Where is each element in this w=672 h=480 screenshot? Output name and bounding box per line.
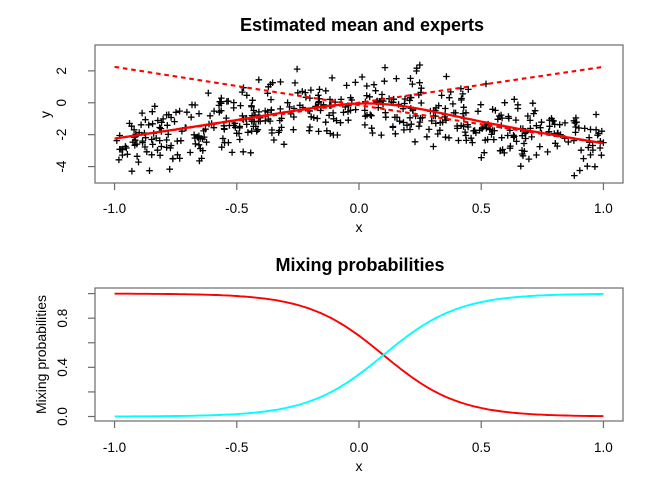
y-tick-label: -2 (54, 129, 69, 141)
gate-expert-1-curve (114, 292, 604, 418)
x-tick-label: -1.0 (103, 201, 126, 216)
bottom-y-axis-label: Mixing probabilities (33, 295, 49, 414)
x-tick-label: -0.5 (225, 440, 248, 455)
bottom-x-axis-label: x (356, 458, 363, 474)
data-layer (114, 292, 604, 418)
top-x-axis-label: x (356, 219, 363, 235)
y-tick-label: 0 (54, 99, 69, 107)
plot-box (94, 287, 624, 422)
scatter-points (113, 61, 607, 179)
x-tick-label: 0.0 (350, 440, 369, 455)
x-tick-label: 1.0 (594, 201, 613, 216)
panel-estimated-mean: -1.0 -0.5 0.0 0.5 1.0 -4 -2 0 2 Estimated mean a… (37, 15, 624, 235)
plot-area-top: -1.0 -0.5 0.0 0.5 1.0 -4 -2 0 2 (54, 44, 624, 216)
plot-area-bottom: -1.0 -0.5 0.0 0.5 1.0 0.0 0.4 0.8 (55, 287, 624, 455)
y-tick-label: 0.8 (55, 309, 70, 328)
x-tick-label: -0.5 (225, 201, 248, 216)
x-tick-label: -1.0 (103, 440, 126, 455)
y-tick-label: 0.4 (55, 357, 70, 376)
bottom-panel-title: Mixing probabilities (275, 255, 444, 275)
top-panel-title: Estimated mean and experts (240, 15, 484, 35)
x-tick-label: 1.0 (594, 440, 613, 455)
top-y-axis-label: y (37, 111, 53, 118)
y-tick-label: 2 (54, 67, 69, 75)
y-tick-label: 0.0 (55, 407, 70, 426)
x-tick-label: 0.5 (472, 440, 491, 455)
expert-1-line (114, 65, 604, 145)
data-layer (113, 61, 607, 179)
panel-mixing-probabilities: -1.0 -0.5 0.0 0.5 1.0 0.0 0.4 0.8 Mixing probab… (33, 255, 624, 474)
gate-expert-2-curve (114, 292, 604, 418)
x-tick-label: 0.0 (350, 201, 369, 216)
y-tick-label: -4 (54, 160, 69, 172)
estimated-mean-line (114, 102, 604, 145)
x-tick-label: 0.5 (472, 201, 491, 216)
plot-box (94, 44, 624, 184)
